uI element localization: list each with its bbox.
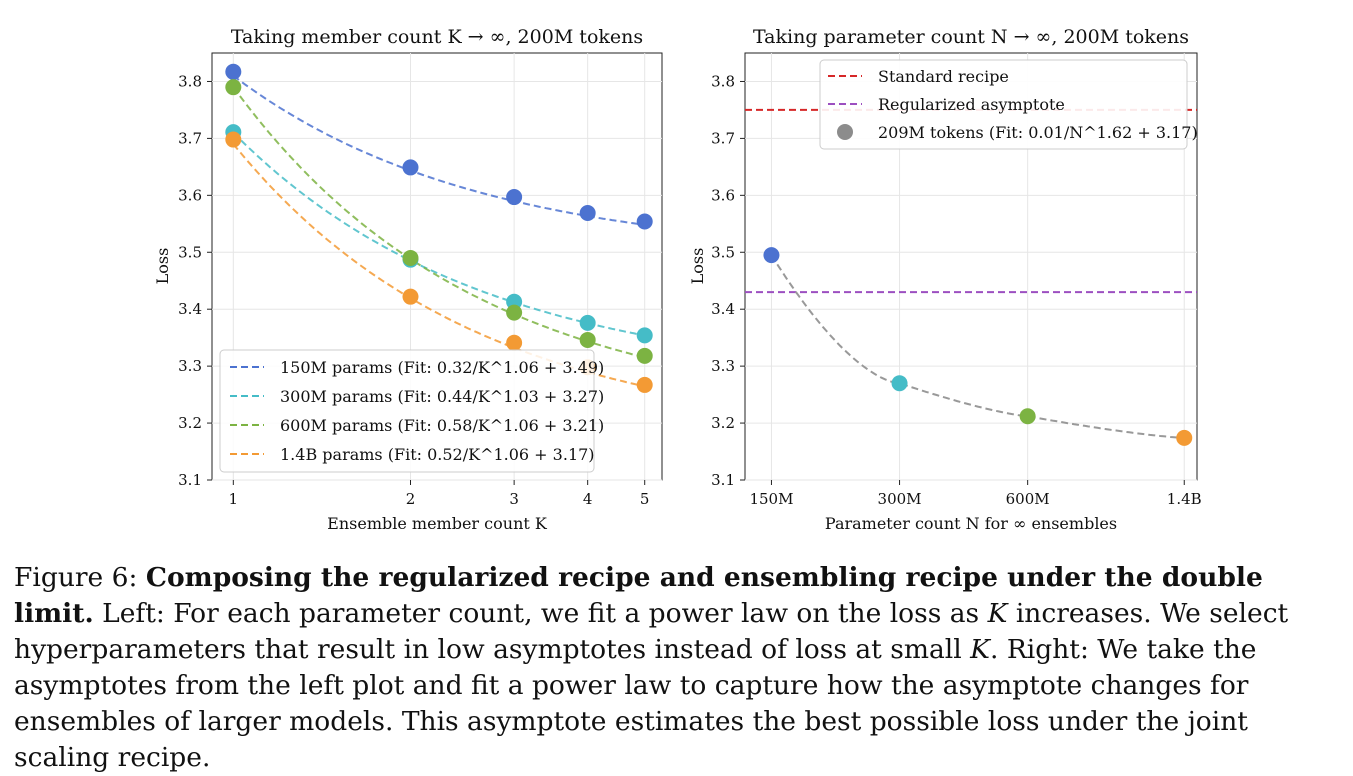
- left-y-ticks: 3.1 3.2 3.3 3.4 3.5 3.6 3.7 3.8: [178, 72, 212, 489]
- left-data-point: [506, 334, 523, 351]
- left-y-tick-label: 3.5: [178, 243, 202, 261]
- caption-k-2: K: [970, 634, 990, 665]
- figure-charts: 3.1 3.2 3.3 3.4 3.5 3.6 3.7 3.8 1 2 3 4 5 Taking me…: [153, 26, 1202, 533]
- right-x-tick-label: 600M: [1006, 490, 1050, 508]
- left-y-tick-label: 3.4: [178, 300, 202, 318]
- right-chart-title: Taking parameter count N → ∞, 200M token…: [753, 26, 1189, 48]
- left-data-point: [636, 347, 653, 364]
- left-x-ticks: 1 2 3 4 5: [229, 480, 650, 508]
- right-x-ticks: 150M 300M 600M 1.4B: [749, 480, 1202, 508]
- left-legend-label: 1.4B params (Fit: 0.52/K^1.06 + 3.17): [280, 445, 595, 464]
- left-data-point: [402, 249, 419, 266]
- left-data-point: [636, 376, 653, 393]
- right-y-tick-label: 3.7: [711, 129, 735, 147]
- right-y-tick-label: 3.6: [711, 186, 735, 204]
- right-legend-box: [819, 59, 1188, 150]
- left-y-tick-label: 3.1: [178, 471, 202, 489]
- left-data-point: [225, 63, 242, 80]
- left-x-tick-label: 1: [229, 490, 239, 508]
- right-fit-curve: [770, 254, 1185, 439]
- right-y-tick-label: 3.2: [711, 414, 735, 432]
- left-x-tick-label: 3: [509, 490, 519, 508]
- left-y-tick-label: 3.3: [178, 357, 202, 375]
- left-data-point: [579, 314, 596, 331]
- right-x-tick-label: 300M: [878, 490, 922, 508]
- left-y-axis-label: Loss: [153, 248, 172, 285]
- left-data-point: [579, 204, 596, 221]
- caption-k-1: K: [987, 598, 1008, 629]
- left-y-tick-label: 3.7: [178, 129, 202, 147]
- left-data-point: [402, 288, 419, 305]
- right-legend: Standard recipe Regularized asymptote 209M…: [819, 59, 1198, 150]
- right-y-axis-label: Loss: [688, 248, 707, 285]
- left-x-tick-label: 4: [583, 490, 593, 508]
- left-legend-label: 300M params (Fit: 0.44/K^1.03 + 3.27): [280, 387, 604, 406]
- left-x-axis-label: Ensemble member count K: [327, 514, 548, 533]
- right-y-tick-label: 3.3: [711, 357, 735, 375]
- left-data-point: [225, 131, 242, 148]
- left-data-point: [506, 189, 523, 206]
- left-legend: 150M params (Fit: 0.32/K^1.06 + 3.49) 300…: [219, 349, 604, 473]
- left-data-point: [636, 327, 653, 344]
- left-data-point: [636, 213, 653, 230]
- left-data-point: [225, 79, 242, 96]
- right-y-ticks: 3.1 3.2 3.3 3.4 3.5 3.6 3.7 3.8: [711, 72, 745, 489]
- right-legend-label: 209M tokens (Fit: 0.01/N^1.62 + 3.17): [878, 123, 1198, 142]
- right-plot: 3.1 3.2 3.3 3.4 3.5 3.6 3.7 3.8 150M 300M 600M 1.4…: [688, 26, 1202, 533]
- right-data-point: [891, 375, 908, 392]
- right-points: [763, 247, 1193, 446]
- right-legend-marker: [837, 124, 853, 140]
- caption-text-2: increases. We select hyperparameters tha…: [14, 598, 1289, 665]
- right-legend-label: Regularized asymptote: [878, 95, 1065, 114]
- left-x-tick-label: 2: [406, 490, 416, 508]
- left-legend-label: 150M params (Fit: 0.32/K^1.06 + 3.49): [280, 358, 604, 377]
- right-data-point: [1176, 429, 1193, 446]
- right-x-tick-label: 1.4B: [1167, 490, 1202, 508]
- right-fit-line: [770, 254, 1185, 439]
- caption-label: Figure 6:: [14, 562, 138, 593]
- left-data-point: [506, 304, 523, 321]
- left-y-tick-label: 3.6: [178, 186, 202, 204]
- left-chart-title: Taking member count K → ∞, 200M tokens: [231, 26, 643, 48]
- left-legend-label: 600M params (Fit: 0.58/K^1.06 + 3.21): [280, 416, 604, 435]
- right-x-axis-label: Parameter count N for ∞ ensembles: [825, 514, 1117, 533]
- caption-title: Composing the regularized recipe and ens…: [14, 562, 1263, 629]
- caption-text-1: Left: For each parameter count, we fit a…: [93, 598, 988, 629]
- right-y-tick-label: 3.4: [711, 300, 735, 318]
- left-legend-box: [219, 349, 595, 473]
- left-y-tick-label: 3.2: [178, 414, 202, 432]
- left-plot: 3.1 3.2 3.3 3.4 3.5 3.6 3.7 3.8 1 2 3 4 5 Taking me…: [153, 26, 663, 533]
- right-y-tick-label: 3.1: [711, 471, 735, 489]
- left-data-point: [402, 159, 419, 176]
- right-data-point: [763, 247, 780, 264]
- left-fit-line: [232, 143, 645, 388]
- right-y-tick-label: 3.5: [711, 243, 735, 261]
- left-y-tick-label: 3.8: [178, 72, 202, 90]
- right-x-tick-label: 150M: [749, 490, 793, 508]
- right-y-tick-label: 3.8: [711, 72, 735, 90]
- right-legend-label: Standard recipe: [878, 67, 1009, 86]
- figure-caption: Figure 6: Composing the regularized reci…: [14, 560, 1340, 776]
- left-data-point: [579, 331, 596, 348]
- left-x-tick-label: 5: [640, 490, 650, 508]
- right-data-point: [1019, 408, 1036, 425]
